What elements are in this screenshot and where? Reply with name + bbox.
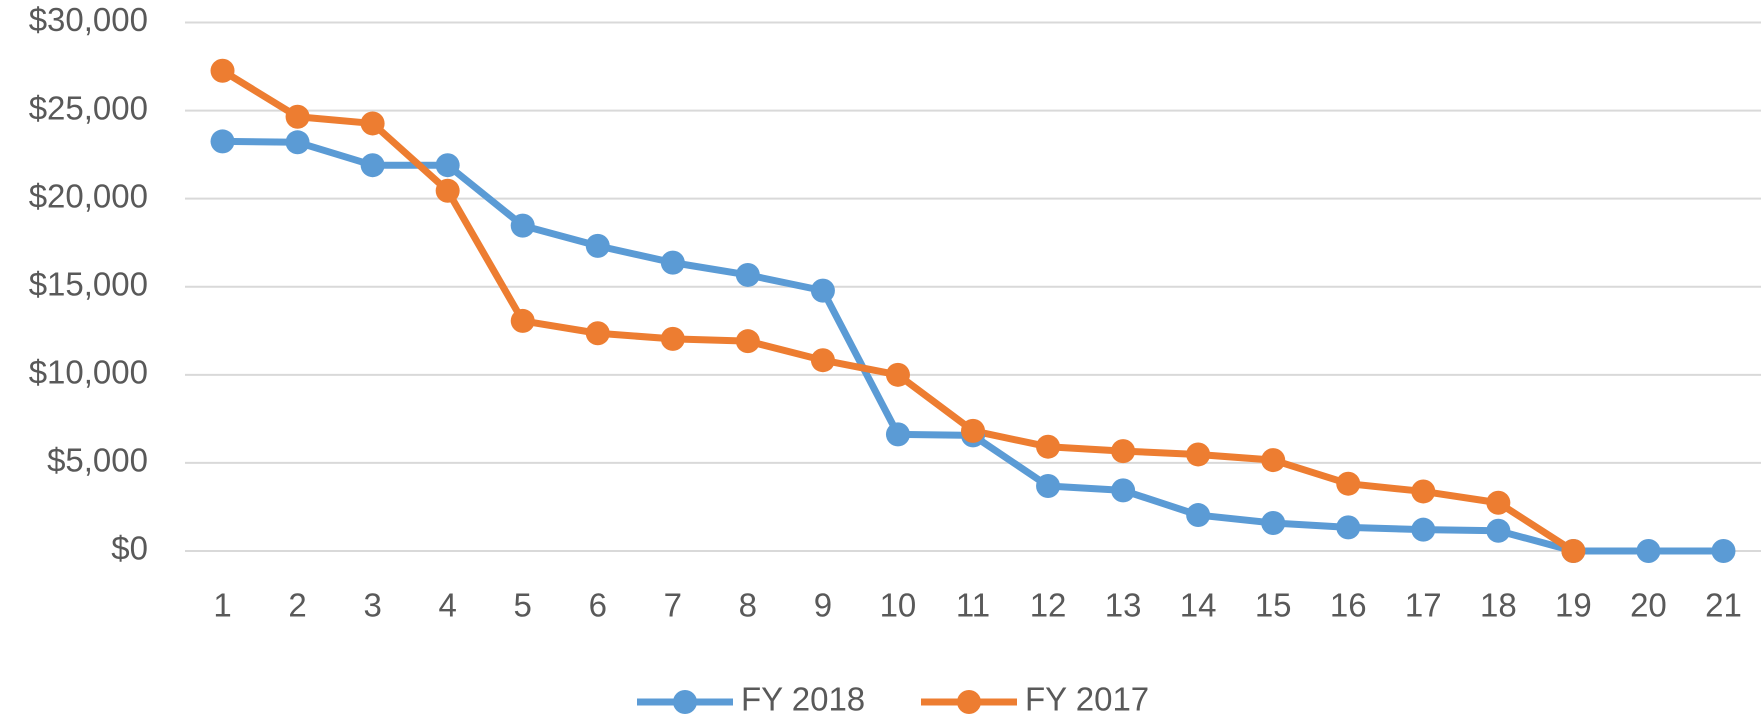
legend-label: FY 2017 <box>1025 681 1149 718</box>
point <box>1261 510 1286 535</box>
point <box>210 58 235 83</box>
point <box>360 111 385 136</box>
point <box>1186 442 1211 467</box>
y-tick-label: $25,000 <box>29 89 148 126</box>
point <box>660 326 685 351</box>
point <box>961 418 985 443</box>
x-tick-label: 10 <box>880 587 917 624</box>
x-tick-label: 13 <box>1105 587 1142 624</box>
point <box>810 278 835 303</box>
x-tick-label: 4 <box>438 587 456 624</box>
point <box>585 233 610 258</box>
y-tick-label: $15,000 <box>29 265 148 302</box>
x-tick-label: 20 <box>1630 587 1667 624</box>
point <box>1411 479 1436 504</box>
x-tick-label: 12 <box>1030 587 1067 624</box>
point <box>1036 434 1061 459</box>
point <box>1261 448 1286 473</box>
point <box>1711 539 1736 563</box>
x-tick-label: 1 <box>213 587 231 624</box>
point <box>285 104 310 129</box>
point <box>885 362 910 387</box>
y-tick-label: $20,000 <box>29 177 148 214</box>
point <box>435 178 460 203</box>
x-tick-label: 3 <box>363 587 381 624</box>
point <box>285 130 310 155</box>
series-line <box>222 137 1724 555</box>
x-tick-label: 9 <box>814 587 832 624</box>
point <box>735 262 760 287</box>
point <box>1036 473 1061 498</box>
x-tick-label: 19 <box>1555 587 1592 624</box>
point <box>885 422 910 447</box>
point <box>810 348 835 373</box>
y-tick-label: $0 <box>111 530 148 567</box>
point <box>510 308 535 333</box>
point <box>435 153 460 178</box>
point <box>1486 490 1511 515</box>
point <box>1186 503 1211 528</box>
x-tick-label: 21 <box>1705 587 1742 624</box>
y-tick-label: $5,000 <box>47 442 148 479</box>
point <box>735 329 760 354</box>
x-tick-label: 14 <box>1180 587 1217 624</box>
series-line <box>220 67 1576 554</box>
x-tick-label: 5 <box>514 587 532 624</box>
point <box>210 129 235 154</box>
x-tick-label: 6 <box>589 587 607 624</box>
point <box>510 213 535 238</box>
x-tick-label: 11 <box>956 587 990 624</box>
point <box>585 321 610 346</box>
legend-marker <box>673 690 697 714</box>
point <box>660 250 685 275</box>
y-tick-label: $10,000 <box>29 354 148 391</box>
legend-marker <box>957 690 981 714</box>
point <box>1111 478 1136 503</box>
y-tick-label: $30,000 <box>29 1 148 38</box>
point <box>1636 539 1661 563</box>
x-tick-label: 16 <box>1330 587 1367 624</box>
point <box>1111 439 1136 464</box>
point <box>1486 518 1511 543</box>
point <box>1336 515 1361 540</box>
point <box>1411 517 1436 542</box>
x-tick-label: 2 <box>288 587 306 624</box>
x-tick-label: 15 <box>1255 587 1292 624</box>
x-tick-label: 17 <box>1405 587 1442 624</box>
x-tick-label: 8 <box>739 587 757 624</box>
legend-label: FY 2018 <box>741 681 865 718</box>
point <box>1336 471 1361 496</box>
x-tick-label: 7 <box>664 587 682 624</box>
point <box>1561 539 1586 563</box>
point <box>360 153 385 178</box>
x-tick-label: 18 <box>1480 587 1517 624</box>
